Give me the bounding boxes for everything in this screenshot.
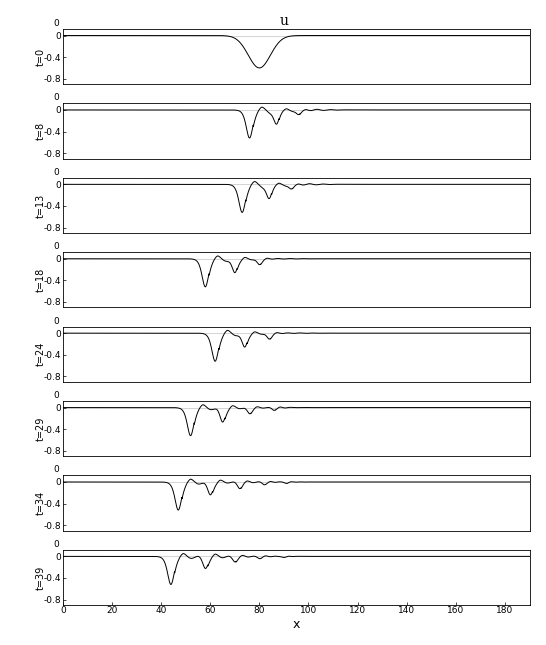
Text: 0: 0 [54,168,59,177]
Y-axis label: t=8: t=8 [36,122,46,140]
Y-axis label: t=39: t=39 [36,565,46,590]
Y-axis label: t=34: t=34 [36,491,46,515]
Text: 0: 0 [54,317,59,326]
Text: u: u [280,14,288,28]
Text: 0: 0 [54,19,59,28]
Text: 0: 0 [54,391,59,400]
Y-axis label: t=29: t=29 [36,417,46,441]
X-axis label: x: x [293,618,300,631]
Y-axis label: t=18: t=18 [36,268,46,292]
Text: 0: 0 [54,540,59,549]
Y-axis label: t=0: t=0 [36,48,46,66]
Y-axis label: t=24: t=24 [36,342,46,366]
Y-axis label: t=13: t=13 [36,194,46,217]
Text: 0: 0 [54,466,59,474]
Text: 0: 0 [54,242,59,251]
Text: 0: 0 [54,94,59,103]
